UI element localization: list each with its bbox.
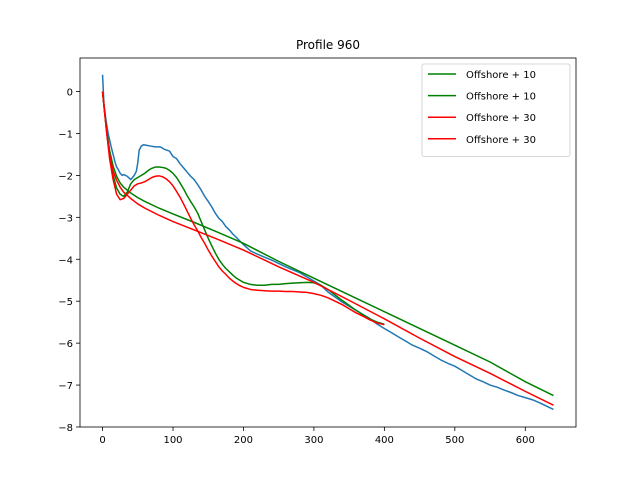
y-tick-label: 0	[67, 88, 73, 99]
x-tick-label: 400	[375, 435, 394, 446]
y-tick-label: −2	[58, 171, 73, 182]
x-axis: 0 100 200 300 400 500 600	[99, 427, 535, 446]
x-tick-label: 100	[163, 435, 182, 446]
series-line-2	[101, 91, 554, 397]
legend: Offshore + 10 Offshore + 10 Offshore + 30 O…	[421, 63, 571, 157]
series-line-4	[101, 91, 554, 406]
x-tick-label: 500	[445, 435, 464, 446]
y-tick-label: −4	[58, 255, 73, 266]
y-tick-label: −5	[58, 297, 73, 308]
series-line-3	[101, 91, 385, 326]
chart-title: Profile 960	[296, 38, 360, 52]
y-tick-label: −3	[58, 213, 73, 224]
legend-label: Offshore + 10	[466, 92, 536, 103]
legend-box	[421, 63, 571, 157]
y-tick-label: −1	[58, 129, 73, 140]
series-layer	[101, 74, 554, 411]
legend-label: Offshore + 30	[466, 113, 536, 124]
x-tick-label: 600	[516, 435, 535, 446]
x-tick-label: 0	[99, 435, 105, 446]
x-tick-label: 300	[304, 435, 323, 446]
y-tick-label: −6	[58, 339, 73, 350]
legend-label: Offshore + 10	[466, 70, 536, 81]
x-tick-label: 200	[234, 435, 253, 446]
y-axis: 0 −1 −2 −3 −4 −5 −6 −7 −8	[58, 88, 80, 434]
y-tick-label: −7	[58, 381, 73, 392]
legend-label: Offshore + 30	[466, 135, 536, 146]
plot-frame	[79, 57, 577, 428]
y-tick-label: −8	[58, 423, 73, 434]
